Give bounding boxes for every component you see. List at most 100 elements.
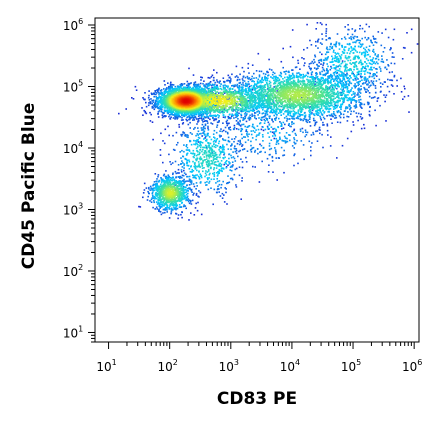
event-dot [202, 161, 204, 164]
event-dot [302, 144, 305, 146]
event-dot [228, 88, 231, 91]
event-dot [218, 165, 220, 167]
event-dot [148, 99, 151, 101]
event-dot [154, 99, 157, 102]
event-dot [346, 72, 348, 75]
event-dot [204, 144, 207, 147]
event-dot [267, 126, 269, 129]
event-dot [371, 82, 374, 84]
event-dot [164, 115, 166, 117]
event-dot [368, 110, 371, 113]
event-dot [357, 94, 360, 96]
event-dot [280, 72, 283, 75]
event-dot [216, 86, 219, 89]
event-dot [292, 81, 295, 84]
event-dot [286, 120, 288, 122]
event-dot [330, 74, 333, 77]
event-dot [303, 64, 305, 67]
event-dot [180, 189, 182, 191]
event-dot [209, 84, 212, 86]
event-dot [158, 181, 160, 183]
event-dot [292, 116, 295, 118]
event-dot [258, 85, 261, 87]
event-dot [205, 184, 207, 186]
event-dot [391, 85, 394, 87]
event-dot [169, 117, 171, 120]
event-dot [354, 35, 356, 38]
event-dot [355, 65, 357, 68]
event-dot [254, 166, 256, 168]
event-dot [340, 88, 342, 90]
event-dot [314, 105, 317, 108]
event-dot [298, 72, 300, 74]
event-dot [232, 156, 235, 158]
event-dot [173, 207, 175, 209]
event-dot [313, 113, 315, 115]
event-dot [250, 91, 253, 93]
event-dot [227, 164, 229, 166]
event-dot [254, 89, 256, 91]
event-dot [185, 118, 187, 121]
event-dot [157, 198, 160, 201]
event-dot [187, 187, 190, 190]
event-dot [159, 207, 161, 209]
event-dot [256, 148, 259, 150]
event-dot [191, 199, 194, 202]
event-dot [217, 174, 219, 176]
event-dot [183, 178, 185, 181]
event-dot [218, 92, 220, 94]
event-dot [257, 97, 260, 100]
event-dot [251, 100, 253, 102]
event-dot [316, 63, 318, 66]
event-dot [151, 197, 153, 199]
event-dot [173, 203, 176, 206]
event-dot [192, 86, 194, 89]
event-dot [349, 62, 351, 64]
event-dot [346, 87, 349, 89]
event-dot [180, 83, 183, 85]
event-dot [219, 85, 222, 87]
event-dot [225, 130, 227, 133]
event-dot [148, 192, 150, 195]
event-dot [336, 85, 339, 88]
event-dot [219, 145, 222, 148]
event-dot [241, 108, 244, 111]
event-dot [370, 66, 372, 69]
event-dot [336, 75, 338, 78]
event-dot [321, 38, 324, 40]
event-dot [152, 189, 155, 192]
event-dot [210, 147, 212, 150]
event-dot [327, 78, 329, 80]
event-dot [168, 87, 171, 90]
event-dot [202, 148, 204, 151]
event-dot [267, 106, 270, 109]
event-dot [279, 110, 281, 112]
event-dot [359, 75, 362, 77]
event-dot [268, 148, 271, 151]
event-dot [263, 99, 265, 102]
event-dot [206, 177, 209, 179]
event-dot [354, 29, 357, 31]
event-dot [336, 106, 338, 109]
event-dot [206, 113, 208, 116]
event-dot [299, 107, 301, 109]
event-dot [357, 84, 359, 87]
event-dot [252, 107, 254, 109]
event-dot [143, 189, 146, 191]
event-dot [306, 131, 309, 134]
event-dot [234, 150, 237, 153]
event-dot [344, 95, 346, 98]
event-dot [182, 162, 184, 164]
event-dot [372, 73, 375, 75]
event-dot [230, 144, 233, 146]
event-dot [169, 177, 172, 179]
event-dot [199, 89, 201, 91]
event-dot [262, 129, 265, 132]
event-dot [170, 163, 172, 166]
event-dot [231, 177, 233, 180]
event-dot [306, 121, 309, 124]
event-dot [155, 206, 158, 208]
event-dot [389, 48, 391, 51]
event-dot [244, 76, 247, 79]
event-dot [304, 62, 306, 64]
